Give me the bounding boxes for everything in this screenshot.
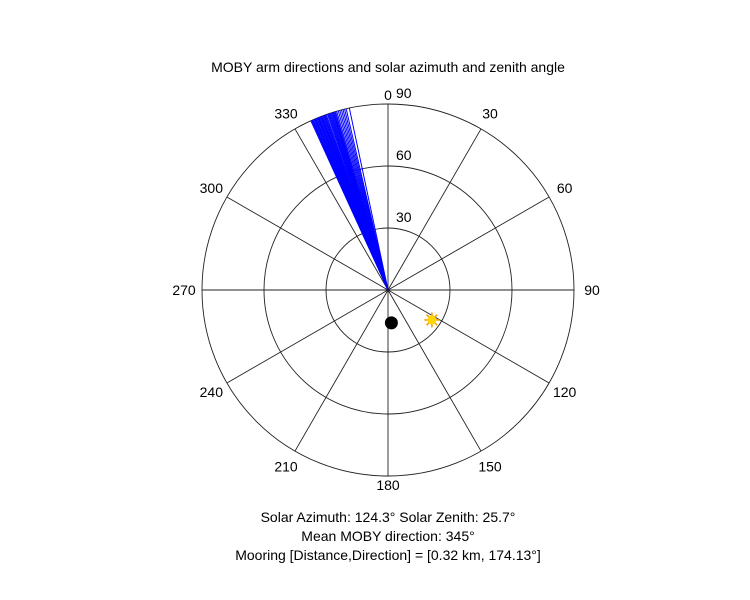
angle-grid-line bbox=[387, 128, 482, 291]
solar-caption: Solar Azimuth: 124.3° Solar Zenith: 25.7… bbox=[261, 509, 516, 525]
angle-tick-label: 60 bbox=[557, 180, 573, 196]
angle-tick-labels: 0 30 60 90 120 150 180 210 240 270 300 330 bbox=[172, 87, 600, 493]
angle-grid-line bbox=[387, 289, 550, 384]
angle-grid-line bbox=[226, 196, 389, 291]
angle-tick-label: 150 bbox=[478, 459, 502, 475]
sun-marker bbox=[424, 312, 440, 328]
angle-tick-label: 300 bbox=[200, 180, 224, 196]
radial-tick-label: 30 bbox=[396, 209, 412, 225]
angle-grid-line bbox=[387, 196, 550, 291]
angle-grid-line bbox=[226, 289, 389, 384]
angle-tick-label: 330 bbox=[274, 105, 298, 121]
angle-tick-label: 90 bbox=[584, 282, 600, 298]
arm-line bbox=[348, 107, 389, 291]
radial-tick-label: 90 bbox=[396, 85, 412, 101]
mooring-marker bbox=[384, 316, 398, 330]
sun-core bbox=[427, 315, 437, 325]
angle-tick-label: 180 bbox=[376, 477, 400, 493]
angle-tick-label: 210 bbox=[274, 459, 298, 475]
arm-line bbox=[345, 108, 389, 291]
angle-tick-label: 270 bbox=[172, 282, 196, 298]
moby-arm-lines bbox=[310, 107, 389, 291]
radial-tick-labels: 30 60 90 bbox=[396, 85, 412, 225]
angle-grid-line bbox=[387, 289, 482, 452]
chart-title: MOBY arm directions and solar azimuth an… bbox=[211, 59, 565, 75]
angle-tick-label: 240 bbox=[200, 384, 224, 400]
angle-grid-line bbox=[294, 128, 389, 291]
mean-direction-caption: Mean MOBY direction: 345° bbox=[301, 528, 474, 544]
angle-grid-line bbox=[294, 289, 389, 452]
angle-tick-label: 120 bbox=[553, 384, 577, 400]
mooring-caption: Mooring [Distance,Direction] = [0.32 km,… bbox=[235, 547, 541, 563]
markers bbox=[384, 312, 440, 330]
angle-tick-label: 0 bbox=[384, 87, 392, 103]
radial-tick-label: 60 bbox=[396, 147, 412, 163]
angle-tick-label: 30 bbox=[482, 105, 498, 121]
